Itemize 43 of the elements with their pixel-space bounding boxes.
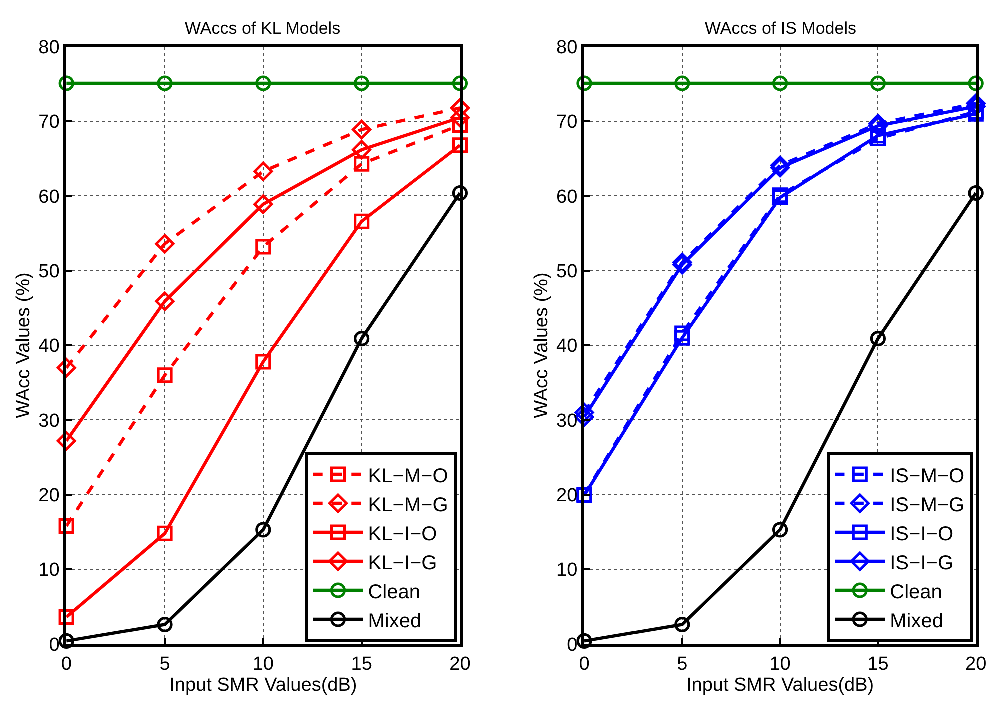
y-tick-label: 0 — [49, 634, 60, 656]
chart-title: WAccs of KL Models — [185, 19, 341, 38]
x-tick-label: 5 — [160, 654, 170, 675]
legend-label: Clean — [368, 581, 421, 604]
x-axis-title: Input SMR Values(dB) — [686, 674, 874, 696]
x-tick-label: 15 — [351, 654, 372, 675]
chart-title: WAccs of IS Models — [705, 19, 856, 38]
x-tick-label: 10 — [770, 654, 791, 675]
legend-label: IS−I−G — [890, 552, 954, 574]
legend-label: IS−M−O — [890, 465, 965, 488]
y-tick-label: 20 — [38, 486, 60, 507]
x-tick-label: 20 — [450, 654, 471, 675]
legend-label: IS−M−G — [890, 494, 965, 516]
y-tick-label: 80 — [38, 38, 60, 59]
legend-label: KL−I−O — [368, 523, 438, 546]
x-tick-label: 10 — [252, 654, 274, 675]
y-tick-label: 10 — [38, 560, 60, 582]
y-tick-label: 80 — [556, 38, 578, 59]
y-tick-label: 30 — [38, 410, 60, 432]
legend-label: IS−I−O — [890, 523, 954, 546]
y-axis-title: WAcc Values (%) — [531, 272, 552, 418]
y-tick-label: 0 — [567, 634, 578, 656]
legend-label: Clean — [890, 581, 942, 604]
y-tick-label: 70 — [38, 112, 60, 134]
y-tick-label: 40 — [38, 336, 60, 358]
y-tick-label: 50 — [38, 262, 60, 283]
y-tick-label: 10 — [556, 560, 578, 582]
legend-label: Mixed — [890, 610, 944, 632]
y-tick-label: 40 — [556, 336, 578, 358]
legend-label: Mixed — [368, 610, 422, 632]
y-tick-label: 60 — [556, 186, 578, 208]
legend-label: KL−M−O — [368, 465, 448, 488]
y-tick-label: 70 — [556, 112, 578, 134]
x-axis-title: Input SMR Values(dB) — [170, 674, 358, 696]
legend-label: KL−I−G — [368, 552, 438, 574]
y-tick-label: 30 — [556, 410, 578, 432]
y-tick-label: 50 — [556, 262, 578, 283]
x-tick-label: 15 — [868, 654, 889, 675]
legend-label: KL−M−G — [368, 494, 448, 516]
y-tick-label: 60 — [38, 186, 60, 208]
y-axis-title: WAcc Values (%) — [14, 272, 35, 418]
x-tick-label: 5 — [677, 654, 688, 675]
x-tick-label: 20 — [966, 654, 987, 675]
